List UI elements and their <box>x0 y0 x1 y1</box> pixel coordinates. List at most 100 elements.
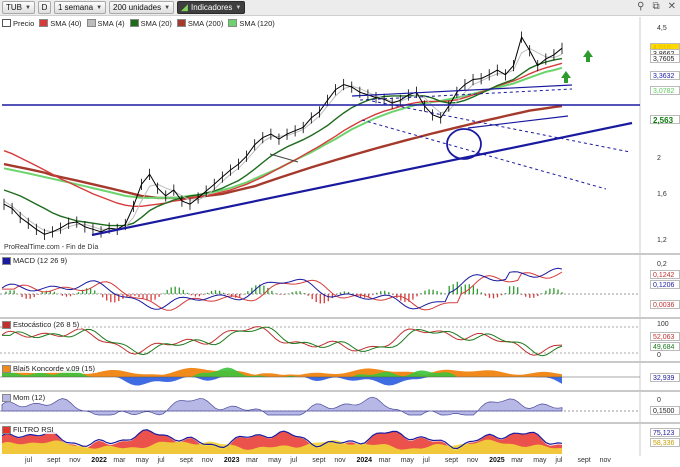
stochastic-d-line <box>2 326 563 357</box>
time-axis-month-label: mar <box>113 457 126 464</box>
price-tag: 3,3632 <box>650 71 680 81</box>
time-axis-year-label: 2022 <box>91 457 107 464</box>
drawn-trendlines <box>2 84 640 237</box>
momentum-tick: 0 <box>657 397 661 404</box>
period-selector[interactable]: 1 semana ▼ <box>53 1 107 14</box>
pane-title: FILTRO RSI <box>13 425 54 434</box>
green-up-arrow-icon <box>583 50 593 62</box>
time-axis-month-label: nov <box>599 457 611 464</box>
price-chart <box>2 17 641 253</box>
stochastic-pane[interactable]: Estocástico (26 8 5) 100 52,063 49,684 0 <box>0 319 680 361</box>
chevron-down-icon: ▼ <box>235 4 242 11</box>
price-y-tick: 1,6 <box>657 190 667 198</box>
time-axis-month-label: jul <box>290 457 298 464</box>
long-term-uptrend-line <box>91 121 633 237</box>
symbol-selector[interactable]: TUB ▼ <box>2 1 35 14</box>
stochastic-label[interactable]: Estocástico (26 8 5) <box>2 320 82 329</box>
pane-divider[interactable] <box>0 361 680 363</box>
macd-label[interactable]: MACD (12 26 9) <box>2 256 70 265</box>
legend-item-sma120[interactable]: SMA (120) <box>228 19 275 28</box>
series-line-precio <box>3 35 563 235</box>
rsi-filter-tag-1: 75,123 <box>650 428 680 437</box>
legend-swatch <box>39 19 49 27</box>
pin-icon[interactable]: ⚲ <box>637 1 645 12</box>
legend-item-sma20[interactable]: SMA (20) <box>129 19 172 28</box>
stochastic-chart <box>0 319 641 361</box>
series-line-sma-200 <box>3 104 563 200</box>
macd-line <box>1 267 563 310</box>
rsi-filter-pane[interactable]: FILTRO RSI 75,123 58,336 <box>0 424 680 456</box>
time-axis-month-label: jul <box>422 457 430 464</box>
time-axis-month-label: jul <box>555 457 563 464</box>
price-y-tick: 4,5 <box>657 24 667 32</box>
descending-dashed-line-1 <box>371 100 631 153</box>
rsi-filter-line <box>1 429 563 450</box>
legend-item-sma40[interactable]: SMA (40) <box>39 19 82 28</box>
stochastic-tag-k: 52,063 <box>650 332 680 341</box>
time-axis-month-label: mar <box>511 457 524 464</box>
pane-divider[interactable] <box>0 253 680 255</box>
momentum-chart <box>0 392 641 422</box>
rsi-filter-yellow-band <box>2 439 562 454</box>
green-up-arrow-icon <box>561 71 571 83</box>
koncorde-blue-area <box>2 377 562 386</box>
legend-item-sma200[interactable]: SMA (200) <box>176 18 224 28</box>
price-legend: Precio SMA (40) SMA (4) SMA (20) SMA (20… <box>2 17 275 29</box>
legend-swatch <box>2 393 11 402</box>
koncorde-tag: 32,939 <box>650 373 680 382</box>
legend-swatch <box>86 19 96 27</box>
close-icon[interactable]: ✕ <box>667 1 676 12</box>
indicators-button[interactable]: ◢ Indicadores ▼ <box>177 1 246 14</box>
pane-divider[interactable] <box>0 317 680 319</box>
channel-upper-dashed <box>359 88 573 101</box>
macd-tag-signal: 0,1242 <box>650 270 680 279</box>
momentum-tag: 0,1500 <box>650 406 680 415</box>
stochastic-tick-0: 0 <box>657 352 661 359</box>
pane-divider[interactable] <box>0 422 680 424</box>
pane-title: MACD (12 26 9) <box>13 256 68 265</box>
time-axis-year-label: 2023 <box>223 457 240 464</box>
time-axis-month-label: nov <box>334 457 346 464</box>
macd-pane[interactable]: MACD (12 26 9) 0,2 0,1242 0,1206 0,0036 <box>0 255 680 317</box>
momentum-label[interactable]: Mom (12) <box>2 393 48 402</box>
legend-swatch <box>2 364 11 373</box>
momentum-pane[interactable]: Mom (12) 0 0,1500 <box>0 392 680 422</box>
series-line-sma-120 <box>3 66 563 199</box>
rsi-filter-label[interactable]: FILTRO RSI <box>2 425 56 434</box>
series-line-sma-40 <box>3 62 563 207</box>
descending-dashed-line-2 <box>361 119 607 190</box>
legend-swatch <box>2 256 11 265</box>
pane-title: Blai5 Koncorde v.09 (15) <box>13 364 95 373</box>
chart-type-button[interactable]: D <box>37 1 51 14</box>
time-axis-month-label: nov <box>201 457 214 464</box>
chart-type-label: D <box>41 3 48 12</box>
chart-toolbar: TUB ▼ D 1 semana ▼ 200 unidades ▼ ◢ Indi… <box>0 0 680 16</box>
legend-swatch <box>2 19 11 27</box>
time-axis-month-label: nov <box>467 457 479 464</box>
price-y-tick: 1,2 <box>657 237 667 245</box>
window-controls: ⚲ ⧉ ✕ <box>637 1 676 12</box>
legend-item-precio[interactable]: Precio <box>2 19 34 28</box>
legend-label: SMA (200) <box>187 18 224 28</box>
up-arrow-markers <box>561 50 593 83</box>
legend-label: SMA (4) <box>97 18 125 28</box>
pane-divider[interactable] <box>0 390 680 392</box>
price-pane[interactable]: 4,5321,61,2 4,0103,86623,76053,36323,078… <box>0 17 680 253</box>
time-axis-month-label: may <box>268 457 282 464</box>
series-line-sma-20 <box>3 57 563 227</box>
legend-label: Precio <box>13 18 35 28</box>
data-source-label: ProRealTime.com - Fin de Día <box>4 244 99 251</box>
koncorde-pane[interactable]: Blai5 Koncorde v.09 (15) 32,939 <box>0 363 680 390</box>
koncorde-green-area <box>2 367 562 377</box>
rsi-filter-fill <box>2 429 562 454</box>
legend-swatch <box>228 19 238 27</box>
restore-icon[interactable]: ⧉ <box>652 1 660 12</box>
units-selector[interactable]: 200 unidades ▼ <box>109 1 175 14</box>
koncorde-label[interactable]: Blai5 Koncorde v.09 (15) <box>2 364 97 373</box>
indicators-icon: ◢ <box>181 2 188 12</box>
price-tag: 2,563 <box>650 115 680 125</box>
highlight-circle <box>446 128 482 160</box>
legend-swatch <box>2 425 11 434</box>
legend-item-sma4[interactable]: SMA (4) <box>86 18 125 28</box>
time-axis-year-label: 2025 <box>489 457 505 464</box>
